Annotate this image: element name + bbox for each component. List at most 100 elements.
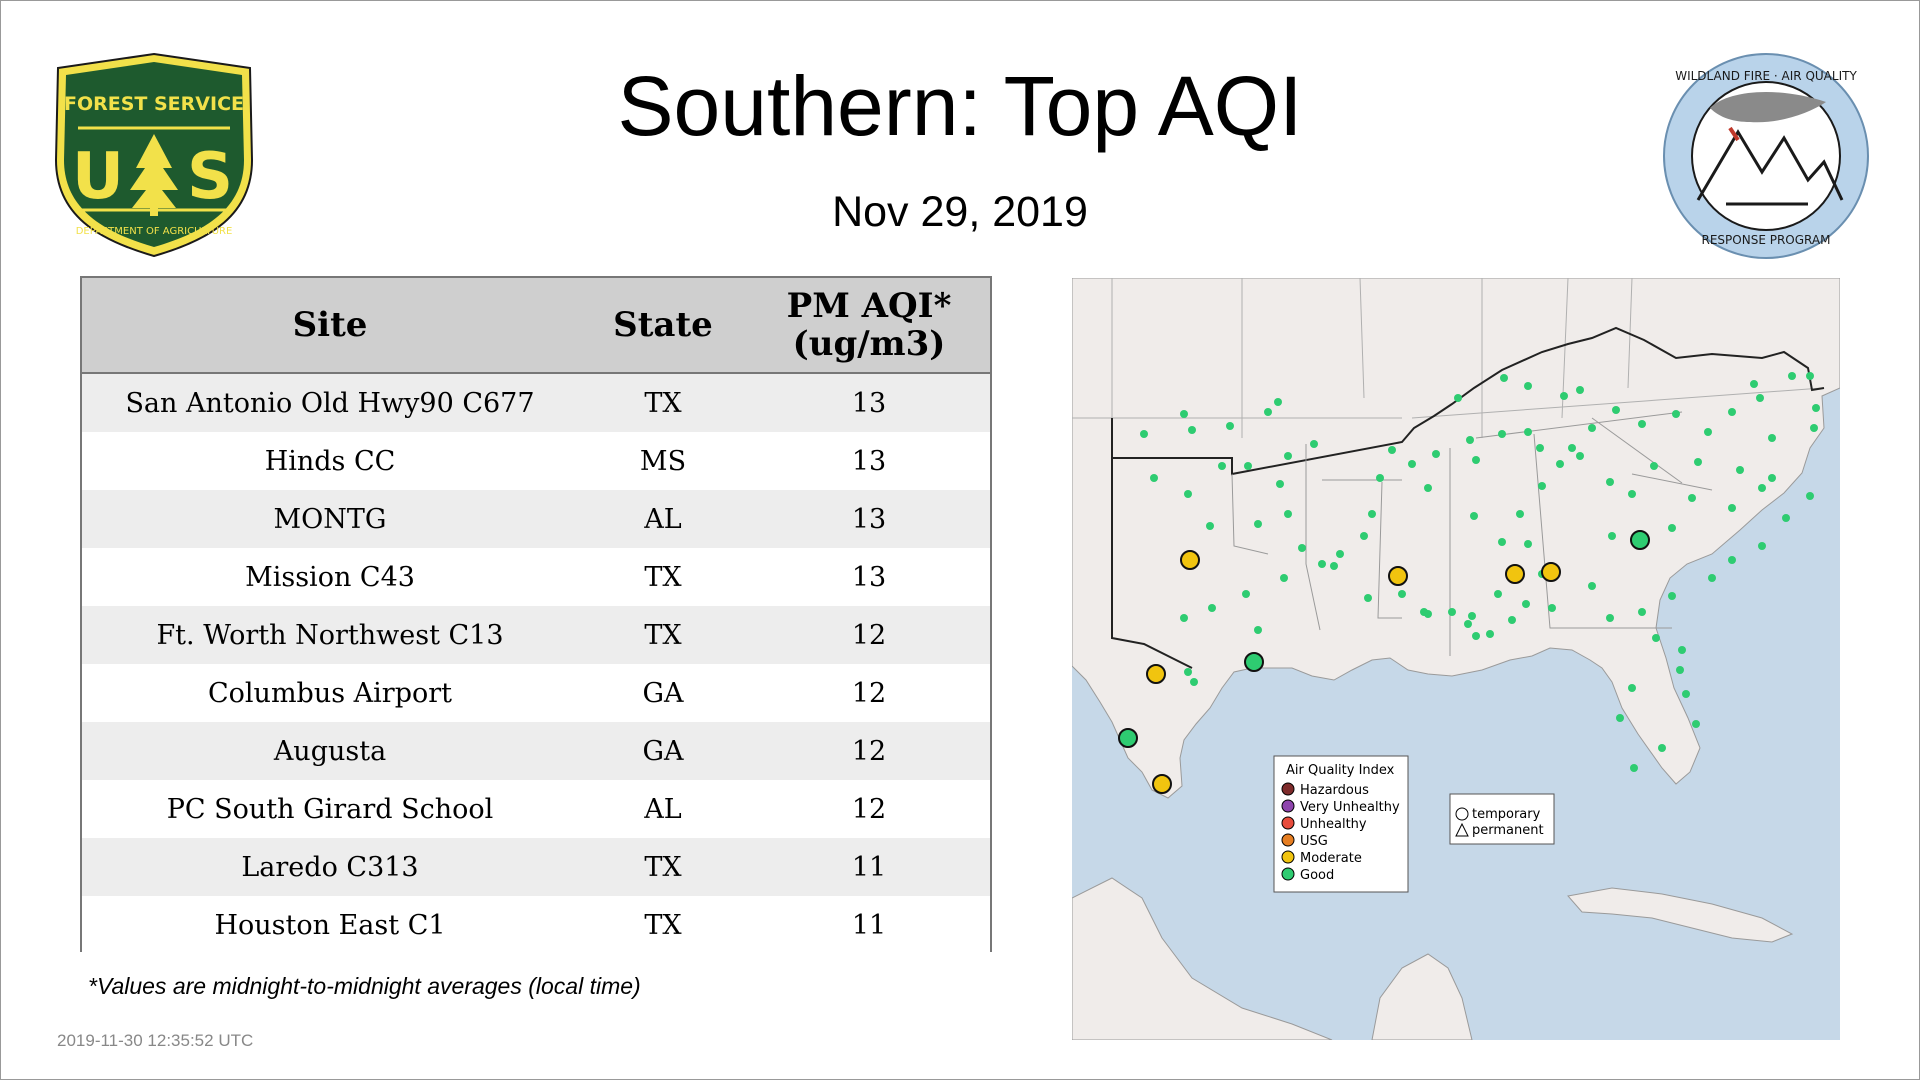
monitor-site-good <box>1276 480 1284 488</box>
monitor-site-good <box>1184 490 1192 498</box>
monitor-site-moderate <box>1388 566 1408 586</box>
cell-aqi: 13 <box>851 445 887 477</box>
monitor-site-good <box>1692 720 1700 728</box>
monitor-site-good <box>1750 380 1758 388</box>
monitor-site-good <box>1628 490 1636 498</box>
monitor-site-good <box>1280 574 1288 582</box>
aqi-legend: Air Quality Index Hazardous Very Unhealt… <box>1273 755 1409 893</box>
table-row: PC South Girard School AL 12 <box>82 780 990 838</box>
table-row: San Antonio Old Hwy90 C677 TX 13 <box>82 374 990 432</box>
monitor-site-good <box>1810 424 1818 432</box>
cell-site: Mission C43 <box>245 561 415 593</box>
monitor-site-good <box>1368 510 1376 518</box>
cell-aqi: 11 <box>851 851 887 883</box>
table-row: Columbus Airport GA 12 <box>82 664 990 722</box>
monitor-site-good <box>1242 590 1250 598</box>
monitor-site-good <box>1466 436 1474 444</box>
cell-aqi: 12 <box>851 793 887 825</box>
monitor-site-good <box>1616 714 1624 722</box>
table-row: Augusta GA 12 <box>82 722 990 780</box>
monitor-site-good <box>1650 462 1658 470</box>
monitor-site-moderate <box>1152 774 1172 794</box>
monitor-site-good <box>1498 538 1506 546</box>
map-land-mexico-south <box>1072 877 1333 1040</box>
monitor-site-good <box>1470 512 1478 520</box>
monitor-site-good <box>1284 510 1292 518</box>
fs-logo-initial-right: S <box>187 140 233 214</box>
permanent-triangle-icon <box>1455 822 1469 837</box>
very-unhealthy-swatch <box>1281 799 1295 813</box>
legend-usg: USG <box>1300 834 1328 849</box>
monitor-site-good <box>1676 666 1684 674</box>
table-row: Houston East C1 TX 11 <box>82 896 990 954</box>
mountains-icon <box>1696 129 1844 201</box>
table-body: San Antonio Old Hwy90 C677 TX 13 Hinds CC M… <box>82 374 990 954</box>
header-aqi: PM AQI* (ug/m3) <box>748 287 990 363</box>
fs-logo-initial-left: U <box>72 140 124 214</box>
table-row: Mission C43 TX 13 <box>82 548 990 606</box>
monitor-site-good <box>1672 410 1680 418</box>
cell-aqi: 13 <box>851 561 887 593</box>
monitor-site-good <box>1336 550 1344 558</box>
aqi-map: Air Quality Index Hazardous Very Unhealt… <box>1072 278 1840 1040</box>
temporary-circle-icon <box>1455 807 1469 821</box>
monitor-site-good <box>1758 484 1766 492</box>
monitor-site-good <box>1398 590 1406 598</box>
cell-aqi: 11 <box>851 909 887 941</box>
monitor-site-good <box>1486 630 1494 638</box>
table-row: Ft. Worth Northwest C13 TX 12 <box>82 606 990 664</box>
monitor-site-good <box>1420 608 1428 616</box>
monitor-site-good <box>1274 398 1282 406</box>
monitor-site-good <box>1468 612 1476 620</box>
monitor-site-good <box>1310 440 1318 448</box>
monitor-site-good <box>1208 604 1216 612</box>
monitor-site-good <box>1150 474 1158 482</box>
legend-permanent: permanent <box>1472 823 1544 838</box>
monitor-site-good <box>1588 582 1596 590</box>
monitor-site-good <box>1184 668 1192 676</box>
monitor-site-moderate <box>1541 562 1561 582</box>
monitor-site-good <box>1668 524 1676 532</box>
cell-site: Columbus Airport <box>208 677 452 709</box>
monitor-site-good <box>1788 372 1796 380</box>
monitor-site-good <box>1536 444 1544 452</box>
monitor-site-good <box>1668 592 1676 600</box>
monitor-site-good <box>1728 408 1736 416</box>
cell-site: Augusta <box>273 735 387 767</box>
monitor-site-good <box>1284 452 1292 460</box>
monitor-site-good <box>1768 434 1776 442</box>
top-aqi-table: Site State PM AQI* (ug/m3) San Antonio O… <box>80 276 992 954</box>
cell-state: TX <box>644 851 682 883</box>
monitor-site-good <box>1254 520 1262 528</box>
monitor-site-good <box>1682 690 1690 698</box>
monitor-site-moderate <box>1505 564 1525 584</box>
monitor-site-good <box>1756 394 1764 402</box>
monitor-site-good <box>1264 408 1272 416</box>
monitor-site-good-temporary <box>1244 652 1264 672</box>
cell-site: Ft. Worth Northwest C13 <box>156 619 504 651</box>
monitor-site-good <box>1188 426 1196 434</box>
header-aqi-line2: (ug/m3) <box>792 324 946 364</box>
monitor-site-good <box>1576 452 1584 460</box>
good-swatch <box>1281 867 1295 881</box>
fs-logo-top-text: FOREST SERVICE <box>64 93 244 115</box>
monitor-site-good <box>1560 392 1568 400</box>
map-land-yucatan <box>1371 953 1473 1040</box>
table-row: MONTG AL 13 <box>82 490 990 548</box>
monitor-site-good <box>1782 514 1790 522</box>
monitor-site-good <box>1180 410 1188 418</box>
header-site: Site <box>292 305 368 345</box>
unhealthy-swatch <box>1281 816 1295 830</box>
monitor-site-good <box>1704 428 1712 436</box>
monitor-site-good <box>1408 460 1416 468</box>
smoke-icon <box>1710 91 1826 123</box>
legend-hazardous: Hazardous <box>1300 783 1369 798</box>
cell-site: Houston East C1 <box>214 909 446 941</box>
forest-service-logo: FOREST SERVICE U S DEPARTMENT OF AGRICUL… <box>54 52 254 258</box>
monitor-site-good <box>1516 510 1524 518</box>
cell-state: TX <box>644 561 682 593</box>
monitor-site-good <box>1812 404 1820 412</box>
monitor-site-good <box>1508 616 1516 624</box>
monitor-site-good <box>1330 562 1338 570</box>
page-title: Southern: Top AQI <box>617 59 1303 153</box>
